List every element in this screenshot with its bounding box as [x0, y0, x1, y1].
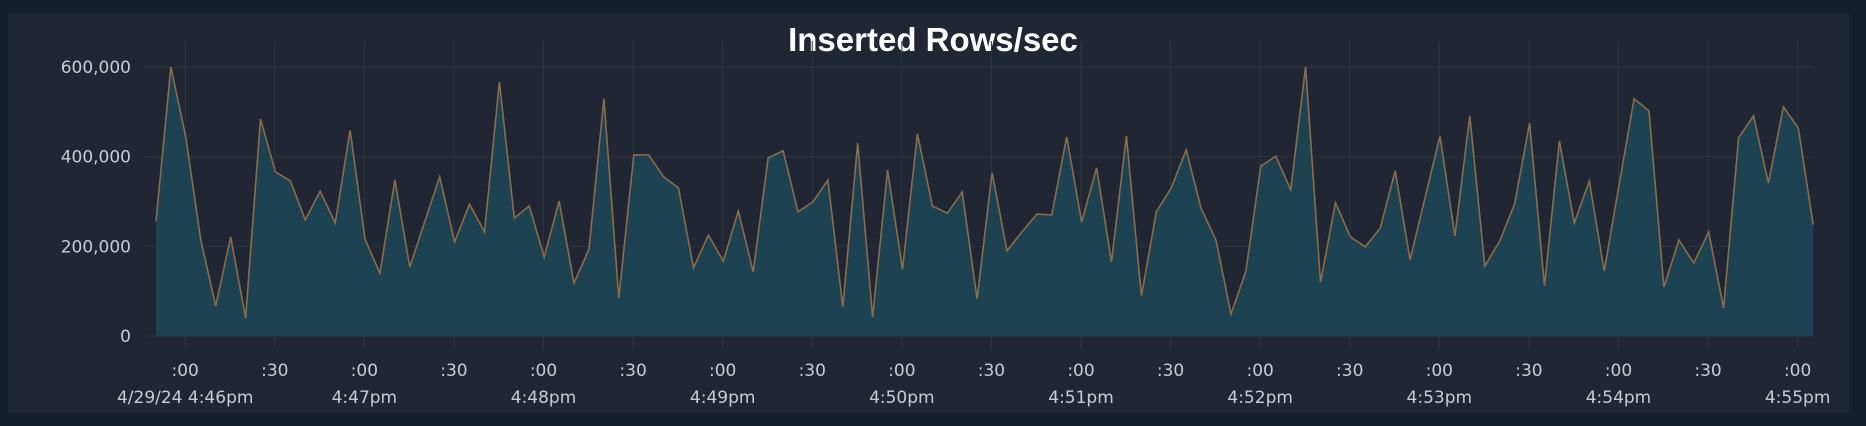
- x-tick-label: :30: [1336, 361, 1363, 381]
- x-tick-label: :00: [1784, 361, 1811, 381]
- series-area: [156, 67, 1814, 336]
- y-tick-label: 400,000: [61, 148, 131, 168]
- y-tick-label: 600,000: [61, 58, 131, 78]
- x-date-label: 4:49pm: [690, 388, 756, 408]
- x-date-label: 4:48pm: [511, 388, 577, 408]
- x-tick-label: :30: [261, 361, 288, 381]
- x-date-label: 4:47pm: [332, 388, 398, 408]
- x-tick-label: :30: [978, 361, 1005, 381]
- x-tick-label: :30: [619, 361, 646, 381]
- x-tick-label: :30: [440, 361, 467, 381]
- x-tick-label: :00: [530, 361, 557, 381]
- x-tick-label: :30: [1694, 361, 1721, 381]
- x-date-label: 4:51pm: [1048, 388, 1114, 408]
- x-tick-label: :00: [1246, 361, 1273, 381]
- x-date-label: 4:52pm: [1227, 388, 1293, 408]
- x-tick-label: :00: [1426, 361, 1453, 381]
- x-date-label: 4:55pm: [1765, 388, 1831, 408]
- x-tick-label: :30: [799, 361, 826, 381]
- y-tick-label: 0: [120, 327, 131, 347]
- chart-title: Inserted Rows/sec: [788, 21, 1078, 58]
- x-date-label: 4:53pm: [1407, 388, 1473, 408]
- x-tick-label: :00: [888, 361, 915, 381]
- x-tick-label: :00: [1605, 361, 1632, 381]
- x-tick-label: :00: [172, 361, 199, 381]
- x-date-label: 4/29/24 4:46pm: [117, 388, 253, 408]
- x-tick-label: :00: [709, 361, 736, 381]
- x-tick-label: :00: [351, 361, 378, 381]
- y-tick-label: 200,000: [61, 237, 131, 257]
- x-tick-label: :00: [1067, 361, 1094, 381]
- y-axis: 0 200,000 400,000 600,000: [61, 58, 131, 347]
- x-axis: :00 4/29/24 4:46pm :30 :00 4:47pm :30 :00 4:48p…: [117, 361, 1830, 408]
- series-line: [155, 66, 1814, 319]
- x-date-label: 4:54pm: [1586, 388, 1652, 408]
- x-date-label: 4:50pm: [869, 388, 935, 408]
- x-tick-label: :30: [1515, 361, 1542, 381]
- x-tick-label: :30: [1157, 361, 1184, 381]
